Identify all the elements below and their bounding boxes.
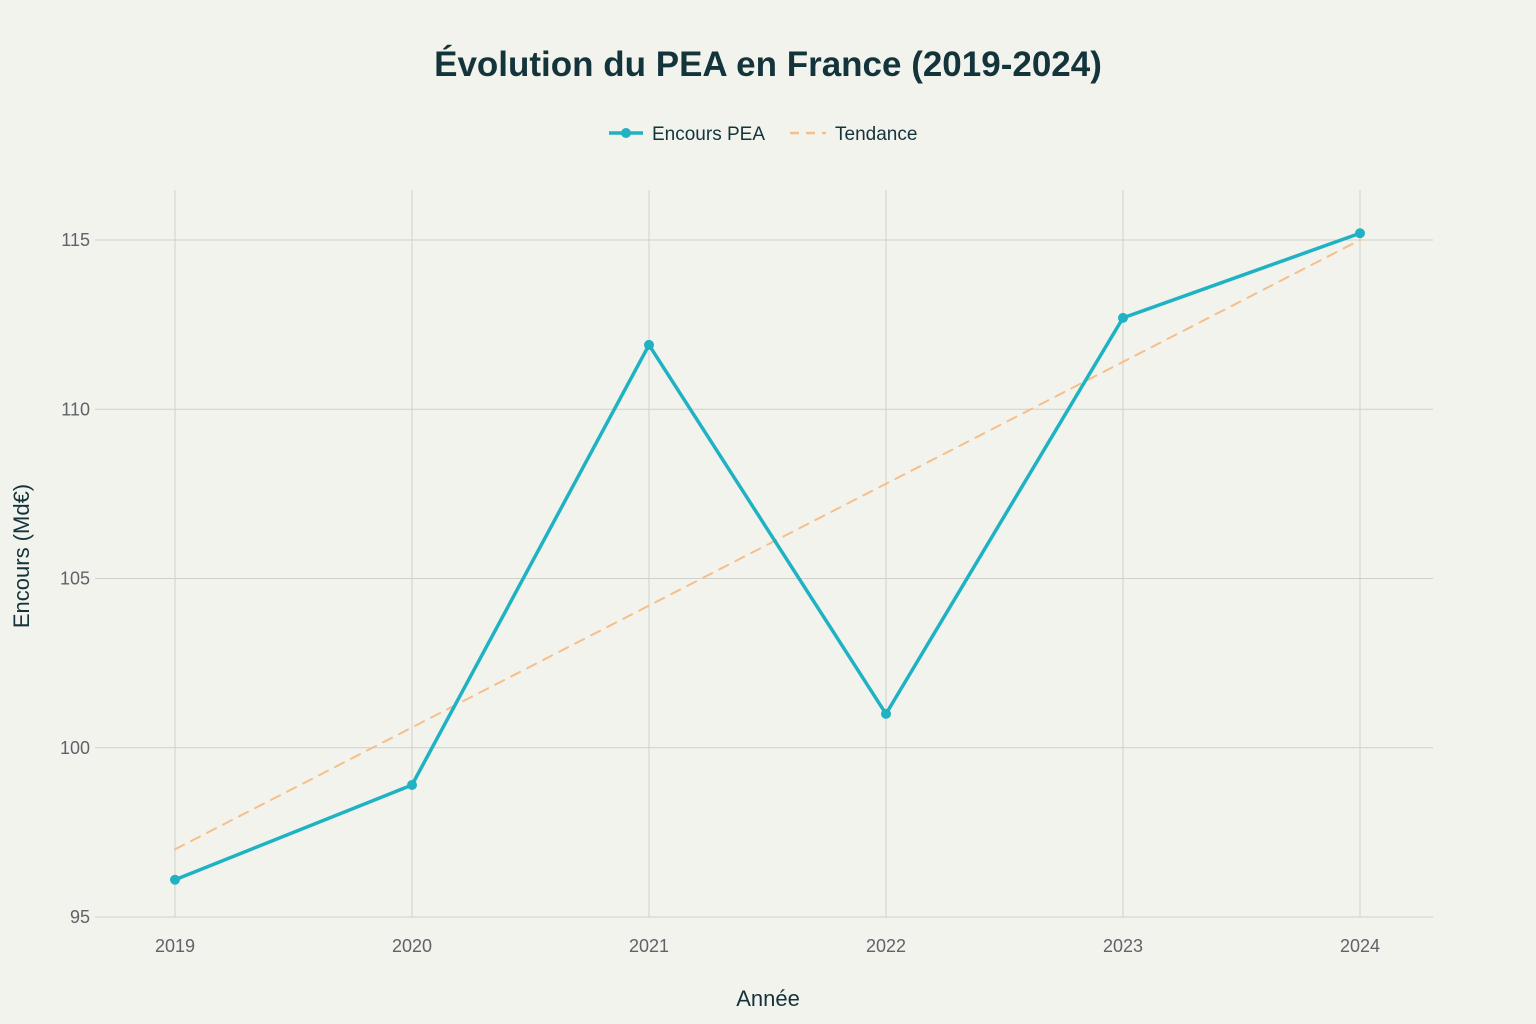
data-point-2022[interactable]: [881, 708, 891, 719]
x-tick-label: 2024: [1340, 936, 1380, 956]
legend-label-tendance: Tendance: [835, 124, 917, 145]
legend-label-encours: Encours PEA: [652, 124, 765, 145]
x-tick-label: 2022: [866, 936, 906, 956]
y-tick-label: 95: [70, 907, 90, 927]
data-point-2023[interactable]: [1118, 312, 1128, 323]
series-line-tendance: [174, 239, 1361, 851]
data-point-2024[interactable]: [1355, 228, 1365, 239]
x-tick-label: 2019: [155, 936, 195, 956]
y-tick-label: 110: [61, 399, 90, 419]
x-axis-title: Année: [736, 986, 800, 1011]
y-axis-ticks: 95 100 105 110 115: [60, 230, 90, 927]
legend-marker-encours-icon: [621, 128, 631, 138]
legend: Encours PEA Tendance: [609, 124, 917, 145]
x-tick-label: 2021: [629, 936, 669, 956]
y-tick-label: 115: [61, 230, 90, 250]
x-axis-ticks: 2019 2020 2021 2022 2023 2024: [155, 936, 1380, 956]
x-tick-label: 2023: [1103, 936, 1143, 956]
data-point-2019[interactable]: [170, 874, 180, 885]
chart-title: Évolution du PEA en France (2019-2024): [434, 44, 1102, 84]
y-axis-title: Encours (Md€): [9, 484, 34, 628]
vertical-gridlines: [174, 190, 1361, 917]
data-point-2020[interactable]: [407, 779, 417, 790]
x-tick-label: 2020: [392, 936, 432, 956]
y-tick-label: 105: [60, 569, 90, 589]
series-layer: [170, 228, 1365, 885]
series-line-encours-pea: [173, 231, 1362, 882]
legend-item-tendance[interactable]: Tendance: [790, 124, 917, 145]
data-point-2021[interactable]: [644, 339, 654, 350]
legend-item-encours[interactable]: Encours PEA: [609, 124, 765, 145]
horizontal-gridlines: [95, 239, 1433, 918]
y-tick-label: 100: [60, 738, 90, 758]
